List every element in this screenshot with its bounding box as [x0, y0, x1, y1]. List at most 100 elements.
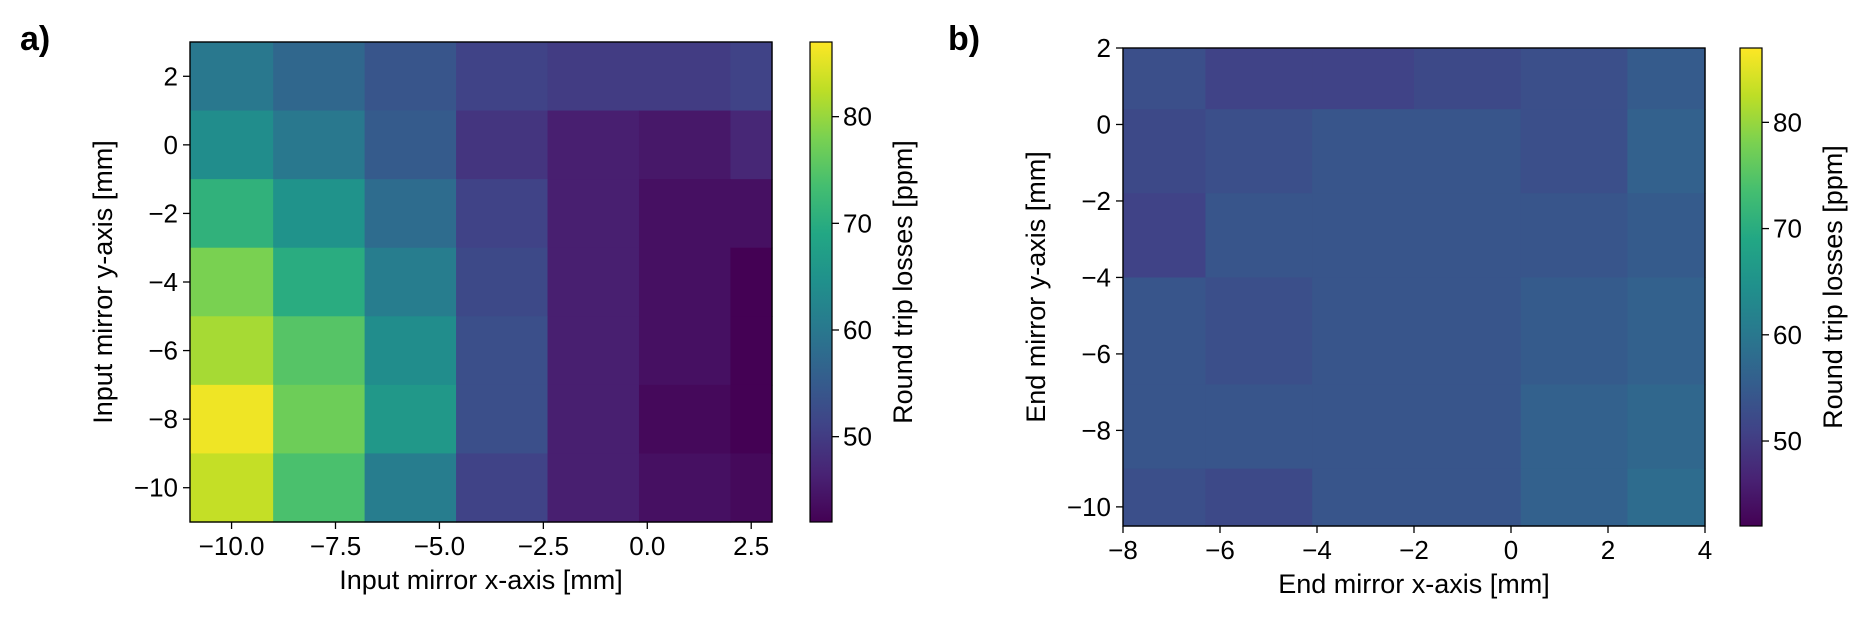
heatmap-cell: [456, 384, 549, 455]
heatmap-cell: [1123, 109, 1207, 194]
heatmap-cell: [190, 316, 274, 386]
heatmap-cell: [190, 110, 274, 180]
heatmap-cell: [456, 453, 549, 523]
heatmap-cell: [1520, 48, 1628, 110]
x-tick-label: −8: [1108, 535, 1138, 565]
heatmap-cell: [456, 316, 549, 386]
colorbar-tick-label: 50: [843, 422, 872, 452]
colorbar-tick-label: 60: [1773, 320, 1802, 350]
y-tick-label: 2: [164, 61, 178, 91]
heatmap-cell: [456, 179, 549, 249]
heatmap-cell: [1414, 109, 1522, 194]
heatmap-cell: [273, 110, 366, 180]
y-tick-label: 0: [1097, 109, 1111, 139]
heatmap-cell: [547, 110, 640, 180]
heatmap-cell: [273, 42, 366, 112]
heatmap-cell: [364, 110, 457, 180]
heatmap-cell: [1205, 277, 1313, 386]
x-tick-label: 4: [1698, 535, 1712, 565]
y-ticks-a: −10 −8 −6 −4 −2 0 2: [134, 61, 190, 503]
heatmap-cell: [547, 316, 640, 386]
heatmap-cell: [1627, 384, 1706, 470]
heatmap-cell: [456, 247, 549, 317]
heatmap-cell: [730, 384, 773, 455]
y-tick-label: −10: [1067, 492, 1111, 522]
heatmap-cell: [273, 316, 366, 386]
heatmap-cell: [638, 384, 732, 455]
y-tick-label: 0: [164, 130, 178, 160]
heatmap-cell: [190, 384, 274, 455]
heatmap-cell: [638, 110, 732, 180]
heatmap-cell: [364, 247, 457, 317]
heatmap-cell: [1520, 109, 1628, 194]
heatmap-cell: [1205, 384, 1313, 470]
heatmap-cell: [730, 247, 773, 317]
heatmap-cell: [1312, 277, 1415, 386]
heatmap-cell: [273, 384, 366, 455]
heatmap-cell: [1205, 48, 1313, 110]
heatmap-cell: [190, 247, 274, 317]
x-axis-label-b: End mirror x-axis [mm]: [1278, 569, 1550, 599]
x-tick-label: −2.5: [518, 531, 569, 561]
y-tick-label: −4: [1081, 262, 1111, 292]
heatmap-cell: [638, 316, 732, 386]
heatmap-cell: [1414, 48, 1522, 110]
colorbar-label-a: Round trip losses [ppm]: [888, 140, 918, 424]
colorbar-tick-label: 80: [1773, 107, 1802, 137]
x-tick-label: −5.0: [414, 531, 465, 561]
heatmap-cell: [1123, 193, 1207, 279]
heatmap-cell: [190, 42, 274, 112]
heatmap-cell: [730, 453, 773, 523]
y-axis-label-b: End mirror y-axis [mm]: [1021, 151, 1051, 423]
heatmap-cell: [638, 247, 732, 317]
heatmap-panel-a: a) −10.0 −7.5 −5.0 −2.5 0.0 2.5 −10 −8 −6 −4 −2 0 2…: [20, 20, 918, 595]
heatmap-cell: [1627, 109, 1706, 194]
heatmap-cell: [1520, 468, 1628, 527]
heatmap-cell: [547, 453, 640, 523]
y-tick-label: −8: [148, 404, 178, 434]
x-tick-label: −6: [1205, 535, 1235, 565]
heatmap-cell: [1205, 193, 1313, 279]
heatmap-cell: [547, 384, 640, 455]
y-tick-label: −2: [148, 198, 178, 228]
heatmap-cell: [547, 179, 640, 249]
heatmap-cell: [1627, 48, 1706, 110]
heatmap-cell: [273, 453, 366, 523]
colorbar-tick-label: 80: [843, 102, 872, 132]
panel-label-b: b): [948, 20, 980, 58]
heatmap-cell: [273, 247, 366, 317]
colorbar-tick-label: 70: [1773, 214, 1802, 244]
heatmap-cell: [1627, 468, 1706, 527]
heatmap-cell: [364, 42, 457, 112]
heatmap-cell: [1123, 48, 1207, 110]
heatmap-cell: [1312, 193, 1415, 279]
colorbar-tick-label: 50: [1773, 426, 1802, 456]
heatmap-cell: [456, 110, 549, 180]
heatmap-cell: [1520, 193, 1628, 279]
x-ticks-a: −10.0 −7.5 −5.0 −2.5 0.0 2.5: [199, 522, 769, 561]
heatmap-cell: [364, 179, 457, 249]
heatmap-cell: [1123, 384, 1207, 470]
x-tick-label: −4: [1302, 535, 1332, 565]
heatmap-cell: [1414, 277, 1522, 386]
heatmap-cell: [547, 42, 640, 112]
heatmap-cell: [1205, 468, 1313, 527]
heatmap-cell: [638, 453, 732, 523]
x-axis-label-a: Input mirror x-axis [mm]: [339, 565, 623, 595]
heatmap-cell: [273, 179, 366, 249]
x-tick-label: 2.5: [733, 531, 769, 561]
heatmap-cell: [1414, 193, 1522, 279]
x-tick-label: −2: [1399, 535, 1429, 565]
colorbar-a: [809, 41, 833, 523]
heatmap-cell: [730, 179, 773, 249]
y-axis-label-a: Input mirror y-axis [mm]: [88, 140, 118, 424]
colorbar-b: [1739, 47, 1763, 527]
heatmap-cell: [456, 42, 549, 112]
heatmap-panel-b: b) −8 −6 −4 −2 0 2 4 −10 −8 −6 −4 −2 0 2 End mirror …: [948, 20, 1848, 599]
heatmap-b-cells: [1123, 48, 1706, 527]
heatmap-cell: [364, 453, 457, 523]
y-tick-label: −4: [148, 267, 178, 297]
colorbar-tick-label: 70: [843, 208, 872, 238]
x-tick-label: 2: [1601, 535, 1615, 565]
